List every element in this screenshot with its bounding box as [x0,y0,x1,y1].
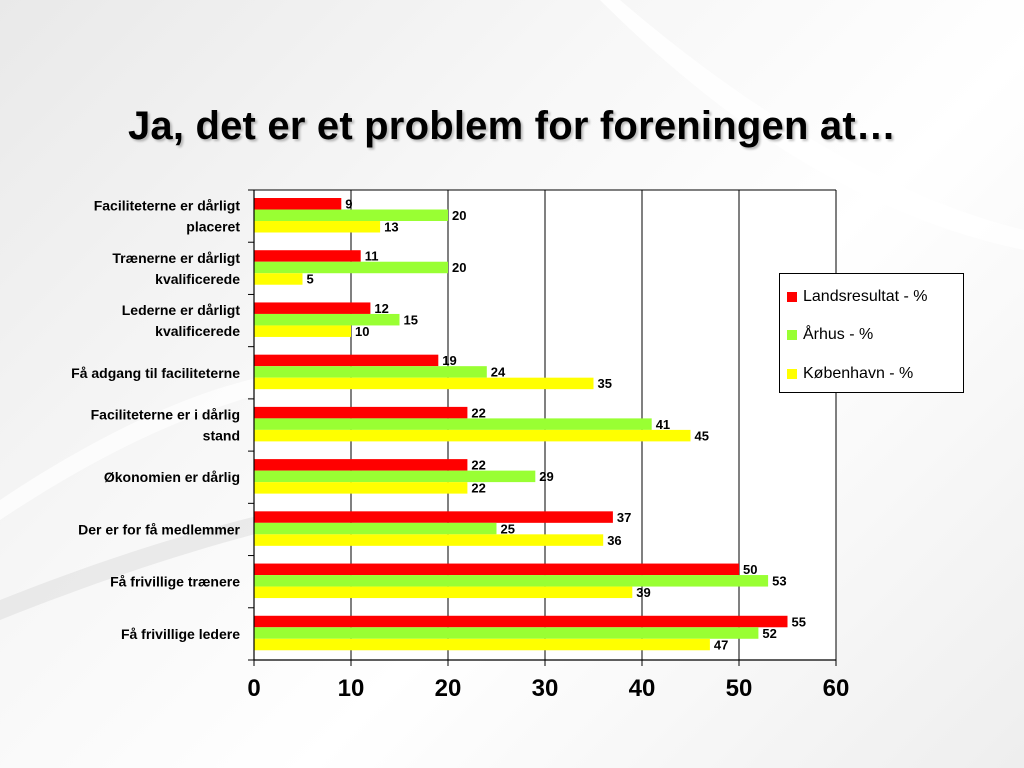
category-label: Trænerne er dårligt [112,250,240,266]
legend-item-landsresultat: Landsresultat - % [787,287,928,307]
data-label: 10 [355,324,369,339]
data-label: 25 [501,521,515,536]
data-label: 19 [442,353,456,368]
data-label: 36 [607,533,621,548]
bar [254,563,739,576]
bar [254,377,594,390]
bar [254,482,468,494]
legend-swatch-green [787,330,797,340]
bar [254,406,468,419]
bar [254,354,439,367]
legend-item-aarhus: Århus - % [787,325,873,345]
bar [254,261,448,274]
legend-label: København - % [803,365,914,382]
bar [254,522,497,535]
bar [254,627,759,639]
bar [254,511,613,523]
category-label: kvalificerede [155,271,240,287]
data-label: 35 [598,376,612,391]
x-tick-label: 0 [247,675,260,702]
data-label: 47 [714,637,728,652]
slide-title: Ja, det er et problem for foreningen at… [127,104,897,148]
category-label: stand [203,428,240,444]
data-label: 24 [491,365,506,380]
bar [254,198,342,210]
bar [254,638,710,651]
bar [254,221,381,233]
x-tick-label: 10 [338,675,365,702]
data-label: 45 [695,428,709,443]
data-label: 9 [345,197,352,212]
bar [254,366,487,378]
data-label: 53 [772,574,786,589]
data-label: 55 [792,614,806,629]
data-label: 22 [471,405,485,420]
category-label: Faciliteterne er i dårlig [91,407,240,423]
data-label: 20 [452,208,466,223]
data-label: 20 [452,260,466,275]
x-tick-label: 50 [726,675,753,702]
data-label: 52 [762,626,776,641]
data-label: 13 [384,220,398,235]
data-label: 22 [471,481,485,496]
data-label: 15 [404,312,418,327]
legend-swatch-yellow [787,369,797,379]
bar [254,313,400,326]
category-label: kvalificerede [155,323,240,339]
legend-label: Århus - % [803,326,874,343]
data-label: 22 [471,458,485,473]
category-label: Økonomien er dårlig [104,469,240,485]
category-label: Faciliteterne er dårligt [94,198,241,214]
x-tick-label: 20 [435,675,462,702]
data-label: 50 [743,562,757,577]
legend-label: Landsresultat - % [803,288,928,305]
category-label: Lederne er dårligt [122,302,241,318]
category-label: Der er for få medlemmer [78,521,240,537]
bar [254,459,468,471]
bar [254,586,633,599]
legend-swatch-red [787,292,797,302]
bar [254,418,652,430]
data-label: 37 [617,510,631,525]
bar [254,534,604,546]
data-label: 12 [374,301,388,316]
bar [254,273,303,285]
bar [254,209,448,221]
category-label: Få frivillige trænere [110,574,240,590]
bar [254,575,769,587]
x-tick-label: 30 [532,675,559,702]
chart-legend: Landsresultat - % Århus - % København - … [779,273,964,393]
data-label: 5 [307,272,314,287]
legend-item-koebenhavn: København - % [787,364,913,384]
data-label: 39 [636,585,650,600]
bar [254,470,536,483]
category-label: Få frivillige ledere [121,626,240,642]
bar [254,325,351,337]
bar [254,302,371,314]
data-label: 41 [656,417,670,432]
bar [254,429,691,442]
data-label: 11 [365,249,379,264]
bar [254,250,361,262]
bar [254,615,788,628]
x-tick-label: 60 [823,675,850,702]
category-label: placeret [186,219,240,235]
category-label: Få adgang til faciliteterne [71,365,240,381]
x-tick-label: 40 [629,675,656,702]
data-label: 29 [539,469,553,484]
